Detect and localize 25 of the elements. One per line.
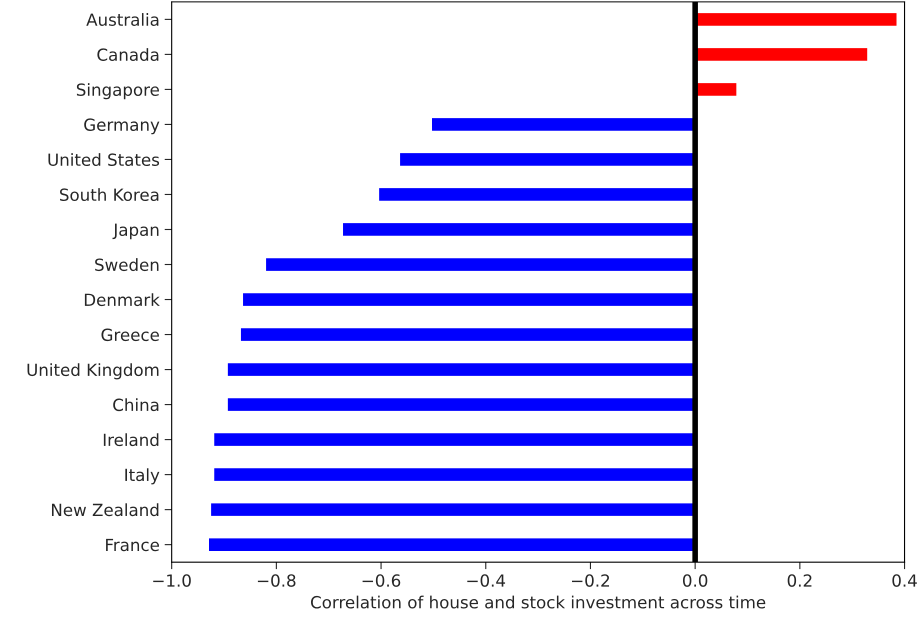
y-tick-label: Denmark (84, 293, 160, 306)
y-tick-label: New Zealand (52, 503, 158, 516)
y-tick-label: China (113, 398, 158, 412)
x-tick-label: −0.2 (572, 574, 610, 587)
y-tick-label: France (106, 538, 159, 552)
y-tick-label: Sweden (95, 258, 158, 272)
y-tick-label: Greece (101, 328, 159, 342)
y-tick-label: Singapore (76, 83, 159, 100)
x-tick-label: −0.6 (362, 574, 400, 587)
y-tick-label: South Korea (60, 188, 158, 202)
x-tick-label: 0.2 (788, 574, 812, 587)
x-tick-label: −0.8 (258, 574, 296, 587)
y-tick-label: United States (48, 153, 160, 166)
y-tick-label: Ireland (104, 433, 158, 446)
y-tick-label: Italy (125, 468, 160, 484)
y-tick-label: Australia (86, 13, 158, 26)
x-tick-label: −1.0 (153, 574, 191, 587)
x-tick-label: 0.0 (682, 574, 708, 587)
x-tick-label: 0.4 (892, 574, 917, 587)
y-tick-label: Germany (84, 118, 160, 134)
x-tick-label: −0.4 (467, 574, 506, 587)
y-tick-label: Canada (97, 48, 158, 61)
y-tick-label: Japan (112, 224, 158, 240)
y-tick-label: United Kingdom (28, 363, 158, 380)
x-axis-title: Correlation of house and stock investment across time (311, 596, 766, 609)
